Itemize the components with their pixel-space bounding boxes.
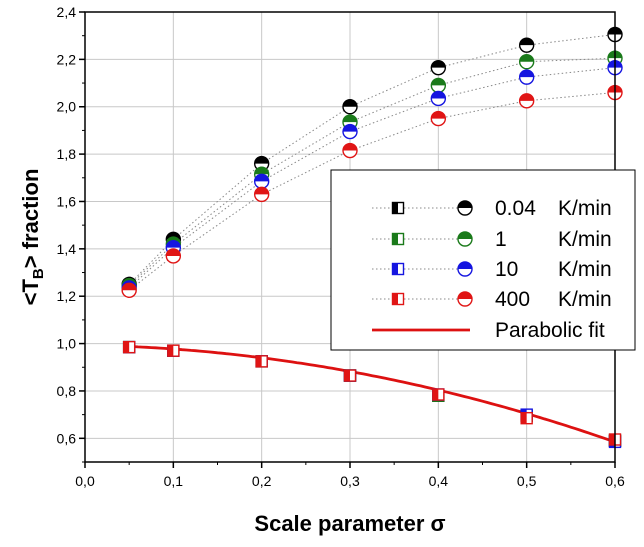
circle-marker-fill bbox=[122, 283, 137, 291]
y-tick-label: 0,8 bbox=[57, 383, 77, 399]
parabolic-fit-line bbox=[129, 345, 616, 444]
circle-marker-fill bbox=[254, 187, 269, 195]
x-tick-label: 0,6 bbox=[605, 473, 625, 489]
circle-marker-fill bbox=[519, 54, 534, 62]
y-axis-title-subscript: B bbox=[30, 268, 47, 279]
y-axis-title-main: <T bbox=[18, 279, 43, 306]
circle-marker-fill bbox=[431, 111, 446, 119]
circle-marker-fill bbox=[519, 38, 534, 46]
circle-marker-fill bbox=[166, 248, 181, 256]
circle-marker-fill bbox=[343, 124, 357, 132]
legend-series-name: 0.04 bbox=[495, 197, 536, 220]
y-tick-label: 2,0 bbox=[57, 99, 77, 115]
x-tick-label: 0,0 bbox=[75, 473, 95, 489]
circle-marker-fill bbox=[254, 174, 269, 182]
square-marker-fill bbox=[392, 293, 398, 305]
square-marker-fill bbox=[521, 412, 527, 424]
square-marker-fill bbox=[432, 389, 439, 400]
square-marker-fill bbox=[392, 233, 398, 245]
y-tick-label: 1,8 bbox=[57, 146, 77, 162]
x-tick-label: 0,2 bbox=[252, 473, 272, 489]
circle-marker-fill bbox=[519, 93, 534, 101]
y-axis-title-rest: > fraction bbox=[18, 169, 43, 269]
circle-marker-fill bbox=[431, 91, 446, 99]
circle-marker-fill bbox=[254, 156, 269, 164]
square-marker-fill bbox=[392, 202, 398, 214]
square-marker-fill bbox=[256, 355, 262, 367]
circle-marker-fill bbox=[166, 240, 181, 248]
circle-marker-fill bbox=[431, 78, 446, 86]
legend-series-unit: K/min bbox=[558, 197, 612, 220]
circle-marker-fill bbox=[343, 143, 357, 151]
y-tick-label: 2,4 bbox=[57, 4, 77, 20]
y-axis-title: <TB> fraction bbox=[18, 169, 47, 306]
circle-marker-fill bbox=[458, 292, 472, 299]
legend-series-unit: K/min bbox=[558, 258, 612, 281]
circle-marker-fill bbox=[458, 201, 472, 208]
legend: 0.04 K/min 1 K/min 10 K/min 400 K/min Parabolic … bbox=[330, 169, 636, 351]
x-tick-label: 0,1 bbox=[164, 473, 184, 489]
legend-series-name: 1 bbox=[495, 228, 507, 251]
circle-marker-fill bbox=[431, 60, 446, 68]
legend-fit-label: Parabolic fit bbox=[495, 319, 605, 342]
x-tick-label: 0,5 bbox=[517, 473, 537, 489]
circle-marker-fill bbox=[458, 232, 472, 239]
square-marker-fill bbox=[392, 263, 398, 275]
circle-marker-fill bbox=[458, 262, 472, 269]
legend-box bbox=[330, 169, 636, 351]
circle-marker-fill bbox=[519, 70, 534, 78]
legend-series-unit: K/min bbox=[558, 228, 612, 251]
square-marker-fill bbox=[344, 370, 350, 382]
y-tick-label: 1,4 bbox=[57, 241, 77, 257]
square-marker-fill bbox=[167, 345, 174, 357]
square-marker-fill bbox=[609, 434, 615, 445]
legend-series-name: 10 bbox=[495, 258, 518, 281]
y-tick-label: 1,2 bbox=[57, 288, 77, 304]
legend-series-name: 400 bbox=[495, 288, 530, 311]
circle-marker-fill bbox=[254, 167, 269, 175]
axis-ticks: 0,0 0,1 0,2 0,3 0,4 0,5 0,6 0,6 0,8 1,0 1,2 1,4 1,6 1… bbox=[57, 4, 625, 489]
x-tick-label: 0,3 bbox=[340, 473, 360, 489]
y-tick-label: 2,2 bbox=[57, 51, 77, 67]
y-tick-label: 0,6 bbox=[57, 430, 77, 446]
y-tick-label: 1,6 bbox=[57, 193, 77, 209]
x-tick-label: 0,4 bbox=[429, 473, 449, 489]
circle-marker-fill bbox=[343, 99, 357, 107]
markers bbox=[121, 26, 623, 449]
circle-marker-fill bbox=[343, 115, 357, 123]
legend-series-unit: K/min bbox=[558, 288, 612, 311]
square-marker-fill bbox=[123, 341, 130, 353]
y-tick-label: 1,0 bbox=[57, 336, 77, 352]
x-axis-title: Scale parameter σ bbox=[254, 511, 445, 536]
